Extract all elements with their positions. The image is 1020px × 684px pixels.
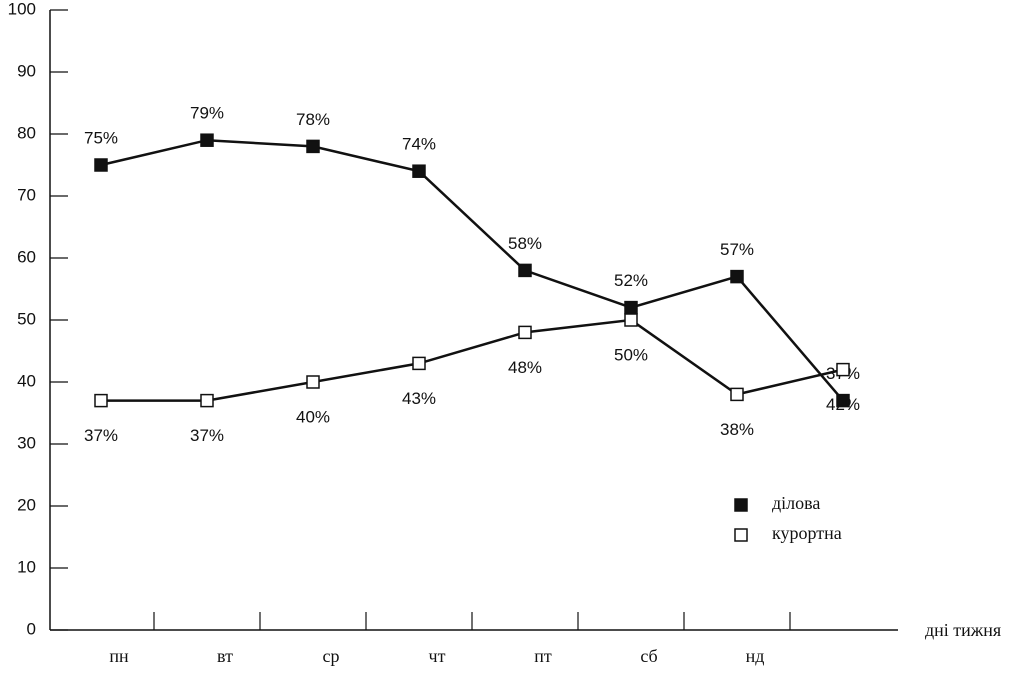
point-marker xyxy=(200,393,214,408)
data-label: 52% xyxy=(614,271,648,290)
y-tick-label: 80 xyxy=(17,123,36,142)
data-label: 37% xyxy=(84,426,118,445)
point-marker xyxy=(730,387,744,402)
y-tick-label: 90 xyxy=(17,61,36,80)
point-marker xyxy=(518,325,532,340)
point-marker xyxy=(624,313,638,327)
data-label: 43% xyxy=(402,389,436,408)
point-marker xyxy=(518,263,532,278)
point-marker xyxy=(94,158,108,172)
data-label: 75% xyxy=(84,128,118,147)
point-marker xyxy=(624,300,638,315)
data-label: 78% xyxy=(296,110,330,129)
point-marker xyxy=(730,269,744,284)
data-label: 42% xyxy=(826,395,860,414)
y-tick-label: 50 xyxy=(17,309,36,328)
x-tick-label: вт xyxy=(217,646,233,666)
y-tick-label: 10 xyxy=(17,557,36,576)
data-label: 58% xyxy=(508,234,542,253)
data-label: 48% xyxy=(508,358,542,377)
y-tick-label: 20 xyxy=(17,495,36,514)
x-tick-label: чт xyxy=(429,646,446,666)
legend-label: курортна xyxy=(772,523,842,543)
legend-label: ділова xyxy=(772,493,820,513)
data-label: 79% xyxy=(190,104,224,123)
x-tick-label: сб xyxy=(640,646,657,666)
data-label: 40% xyxy=(296,407,330,426)
legend-marker xyxy=(734,528,748,542)
y-tick-label: 40 xyxy=(17,371,36,390)
series-line xyxy=(101,318,844,402)
point-marker xyxy=(200,133,214,147)
x-axis-title: дні тижня xyxy=(925,620,1001,640)
point-marker xyxy=(412,164,426,178)
data-label: 50% xyxy=(614,345,648,364)
x-tick-label: нд xyxy=(746,646,765,666)
data-label: 57% xyxy=(720,240,754,259)
point-marker xyxy=(306,139,320,154)
x-tick-label: пн xyxy=(109,646,129,666)
data-label: 74% xyxy=(402,135,436,154)
series-line xyxy=(100,138,844,402)
y-tick-label: 60 xyxy=(17,247,36,266)
x-tick-label: ср xyxy=(323,646,340,666)
y-tick-label: 30 xyxy=(17,433,36,452)
x-tick-label: пт xyxy=(534,646,552,666)
data-label: 37% xyxy=(190,426,224,445)
point-marker xyxy=(94,393,108,408)
legend-marker xyxy=(734,498,748,512)
point-marker xyxy=(836,362,850,377)
y-tick-label: 100 xyxy=(8,0,36,18)
data-label: 38% xyxy=(720,420,754,439)
y-tick-label: 70 xyxy=(17,185,36,204)
y-tick-label: 0 xyxy=(27,619,36,638)
point-marker xyxy=(836,393,850,408)
point-marker xyxy=(412,356,426,371)
point-marker xyxy=(306,375,320,389)
